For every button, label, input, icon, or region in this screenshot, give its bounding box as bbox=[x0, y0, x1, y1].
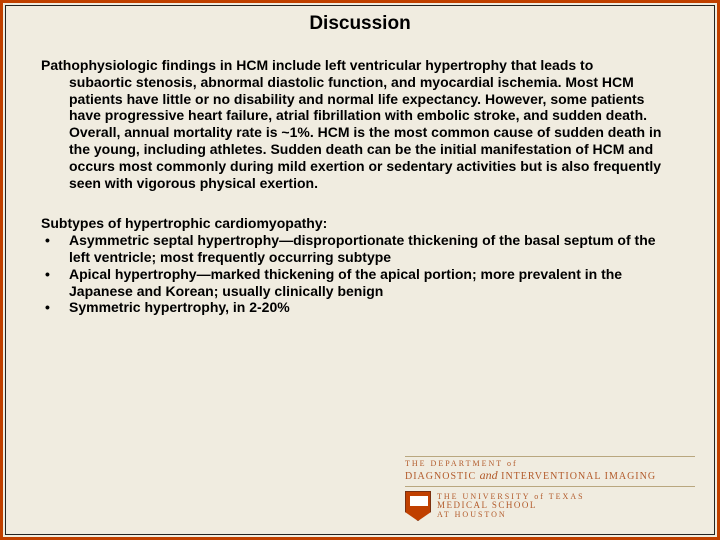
ut-text: THE UNIVERSITY of TEXAS MEDICAL SCHOOL A… bbox=[437, 493, 585, 519]
paragraph-1-rest: subaortic stenosis, abnormal diastolic f… bbox=[41, 74, 679, 192]
slide-title: Discussion bbox=[41, 13, 679, 35]
dept-main-1: DIAGNOSTIC bbox=[405, 471, 476, 482]
shield-icon bbox=[405, 491, 431, 521]
dept-small: THE DEPARTMENT of bbox=[405, 459, 695, 468]
footer-logo: THE DEPARTMENT of DIAGNOSTIC and INTERVE… bbox=[405, 456, 695, 521]
list-item: Asymmetric septal hypertrophy—disproport… bbox=[41, 232, 679, 266]
ut-line3: AT HOUSTON bbox=[437, 511, 585, 519]
dept-main-and: and bbox=[480, 468, 498, 482]
list-item: Apical hypertrophy—marked thickening of … bbox=[41, 266, 679, 300]
ut-block: THE UNIVERSITY of TEXAS MEDICAL SCHOOL A… bbox=[405, 491, 695, 521]
dept-main-2: INTERVENTIONAL IMAGING bbox=[501, 471, 656, 482]
list-item: Symmetric hypertrophy, in 2-20% bbox=[41, 299, 679, 316]
subtypes-list: Asymmetric septal hypertrophy—disproport… bbox=[41, 232, 679, 316]
dept-block: THE DEPARTMENT of DIAGNOSTIC and INTERVE… bbox=[405, 456, 695, 487]
paragraph-1-lead: Pathophysiologic findings in HCM include… bbox=[41, 57, 593, 73]
dept-main: DIAGNOSTIC and INTERVENTIONAL IMAGING bbox=[405, 468, 695, 483]
subtypes-intro: Subtypes of hypertrophic cardiomyopathy: bbox=[41, 215, 679, 232]
paragraph-1: Pathophysiologic findings in HCM include… bbox=[41, 57, 679, 191]
